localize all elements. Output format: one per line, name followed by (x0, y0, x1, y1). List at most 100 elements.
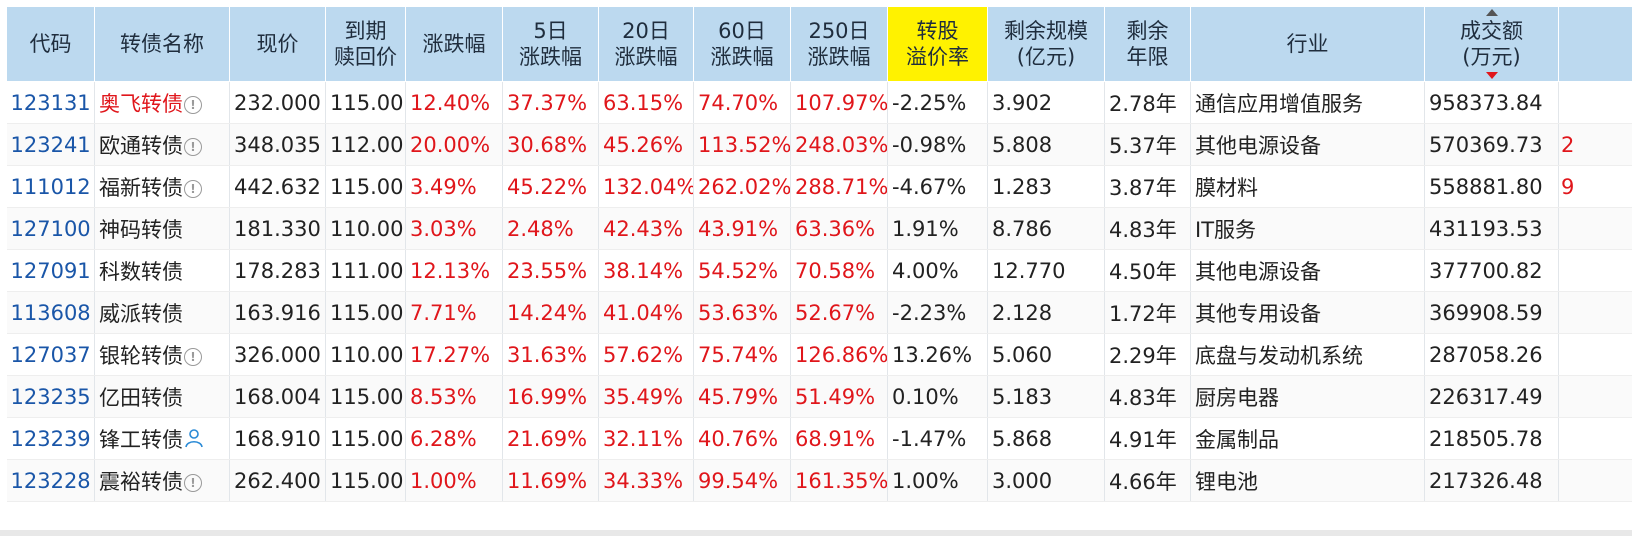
change-5d-cell: 23.55% (502, 249, 599, 292)
name-cell[interactable]: 银轮转债! (94, 333, 230, 376)
change-250d-cell: 63.36% (790, 207, 888, 250)
redeem-price-cell: 115.00 (325, 459, 406, 502)
code-cell[interactable]: 127100 (6, 207, 95, 250)
name-cell[interactable]: 震裕转债! (94, 459, 230, 502)
bond-name[interactable]: 科数转债 (99, 259, 183, 284)
name-cell[interactable]: 亿田转债 (94, 375, 230, 418)
info-icon[interactable]: ! (184, 95, 202, 114)
info-icon[interactable]: ! (184, 137, 202, 156)
header-turnover[interactable]: 成交额 (万元) (1424, 6, 1559, 82)
remaining-scale-cell: 12.770 (987, 249, 1105, 292)
remaining-scale-cell: 3.902 (987, 81, 1105, 124)
code-cell[interactable]: 123241 (6, 123, 95, 166)
horizontal-scrollbar[interactable] (0, 530, 1632, 536)
bond-name[interactable]: 福新转债 (99, 175, 183, 200)
table-row[interactable]: 127091 科数转债 178.283 111.00 12.13% 23.55% 38.14… (6, 249, 1632, 292)
table-row[interactable]: 123239 锋工转债 168.910 115.00 6.28% 21.69% 32.11%… (6, 417, 1632, 460)
code-cell[interactable]: 113608 (6, 291, 95, 334)
industry-cell: 膜材料 (1190, 165, 1425, 208)
sort-asc-icon[interactable] (1485, 9, 1498, 16)
name-cell[interactable]: 欧通转债! (94, 123, 230, 166)
header-price[interactable]: 现价 (229, 6, 326, 82)
sort-desc-icon[interactable] (1485, 72, 1498, 79)
table-row[interactable]: 123241 欧通转债! 348.035 112.00 20.00% 30.68% 45.2… (6, 123, 1632, 166)
bond-name[interactable]: 奥飞转债 (99, 91, 183, 116)
remaining-scale-cell: 5.868 (987, 417, 1105, 460)
header-change-60d[interactable]: 60日 涨跌幅 (693, 6, 791, 82)
bond-name[interactable]: 银轮转债 (99, 343, 183, 368)
price-cell: 348.035 (229, 123, 326, 166)
user-icon[interactable] (184, 428, 204, 448)
change-cell: 1.00% (405, 459, 503, 502)
code-cell[interactable]: 123131 (6, 81, 95, 124)
name-cell[interactable]: 威派转债 (94, 291, 230, 334)
change-5d-cell: 21.69% (502, 417, 599, 460)
table-row[interactable]: 123131 奥飞转债! 232.000 115.00 12.40% 37.37% 63.1… (6, 81, 1632, 124)
header-remaining-scale[interactable]: 剩余规模 (亿元) (987, 6, 1105, 82)
code-cell[interactable]: 127037 (6, 333, 95, 376)
code-cell[interactable]: 111012 (6, 165, 95, 208)
bond-name[interactable]: 威派转债 (99, 301, 183, 326)
change-cell: 17.27% (405, 333, 503, 376)
redeem-price-cell: 115.00 (325, 81, 406, 124)
header-conversion-premium[interactable]: 转股 溢价率 (887, 6, 988, 82)
code-cell[interactable]: 123235 (6, 375, 95, 418)
price-cell: 163.916 (229, 291, 326, 334)
table-row[interactable]: 127037 银轮转债! 326.000 110.00 17.27% 31.63% 57.6… (6, 333, 1632, 376)
industry-cell: 其他电源设备 (1190, 123, 1425, 166)
turnover-cell: 369908.59 (1424, 291, 1559, 334)
info-icon[interactable]: ! (184, 347, 202, 366)
change-20d-cell: 132.04% (598, 165, 694, 208)
change-cell: 12.13% (405, 249, 503, 292)
table-row[interactable]: 123235 亿田转债 168.004 115.00 8.53% 16.99% 35.49%… (6, 375, 1632, 418)
redeem-price-cell: 115.00 (325, 291, 406, 334)
turnover-cell: 431193.53 (1424, 207, 1559, 250)
turnover-cell: 217326.48 (1424, 459, 1559, 502)
name-cell[interactable]: 奥飞转债! (94, 81, 230, 124)
header-code[interactable]: 代码 (6, 6, 95, 82)
header-redeem-price[interactable]: 到期 赎回价 (325, 6, 406, 82)
table-row[interactable]: 111012 福新转债! 442.632 115.00 3.49% 45.22% 132.0… (6, 165, 1632, 208)
remaining-scale-cell: 5.808 (987, 123, 1105, 166)
change-cell: 8.53% (405, 375, 503, 418)
info-icon[interactable]: ! (184, 179, 202, 198)
turnover-cell: 287058.26 (1424, 333, 1559, 376)
header-change-20d[interactable]: 20日 涨跌幅 (598, 6, 694, 82)
header-change[interactable]: 涨跌幅 (405, 6, 503, 82)
header-industry[interactable]: 行业 (1190, 6, 1425, 82)
industry-cell: 锂电池 (1190, 459, 1425, 502)
header-name[interactable]: 转债名称 (94, 6, 230, 82)
bond-name[interactable]: 亿田转债 (99, 385, 183, 410)
extra-cell (1558, 417, 1632, 460)
header-change-5d[interactable]: 5日 涨跌幅 (502, 6, 599, 82)
change-60d-cell: 43.91% (693, 207, 791, 250)
name-cell[interactable]: 锋工转债 (94, 417, 230, 460)
name-cell[interactable]: 神码转债 (94, 207, 230, 250)
remaining-years-cell: 4.66年 (1104, 459, 1191, 502)
price-cell: 168.910 (229, 417, 326, 460)
bond-name[interactable]: 欧通转债 (99, 133, 183, 158)
table-row[interactable]: 123228 震裕转债! 262.400 115.00 1.00% 11.69% 34.33… (6, 459, 1632, 502)
change-250d-cell: 70.58% (790, 249, 888, 292)
table-row[interactable]: 113608 威派转债 163.916 115.00 7.71% 14.24% 41.04%… (6, 291, 1632, 334)
table-row[interactable]: 127100 神码转债 181.330 110.00 3.03% 2.48% 42.43% 4… (6, 207, 1632, 250)
code-cell[interactable]: 127091 (6, 249, 95, 292)
change-60d-cell: 75.74% (693, 333, 791, 376)
header-extra[interactable] (1558, 6, 1632, 82)
code-cell[interactable]: 123239 (6, 417, 95, 460)
code-cell[interactable]: 123228 (6, 459, 95, 502)
bond-name[interactable]: 震裕转债 (99, 469, 183, 494)
header-remaining-years[interactable]: 剩余 年限 (1104, 6, 1191, 82)
change-250d-cell: 51.49% (790, 375, 888, 418)
change-60d-cell: 74.70% (693, 81, 791, 124)
bond-name[interactable]: 神码转债 (99, 217, 183, 242)
change-20d-cell: 41.04% (598, 291, 694, 334)
header-change-250d[interactable]: 250日 涨跌幅 (790, 6, 888, 82)
name-cell[interactable]: 福新转债! (94, 165, 230, 208)
name-cell[interactable]: 科数转债 (94, 249, 230, 292)
bond-name[interactable]: 锋工转债 (99, 427, 183, 452)
remaining-years-cell: 2.78年 (1104, 81, 1191, 124)
change-5d-cell: 30.68% (502, 123, 599, 166)
info-icon[interactable]: ! (184, 473, 202, 492)
remaining-scale-cell: 8.786 (987, 207, 1105, 250)
